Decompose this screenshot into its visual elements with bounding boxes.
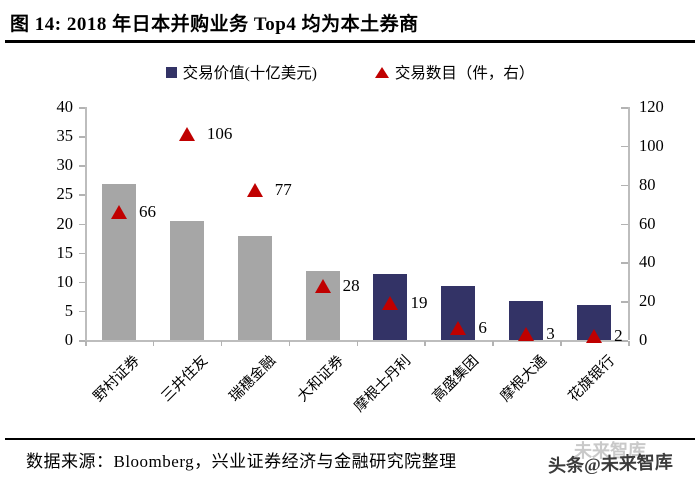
count-label-0: 66 [138, 201, 156, 221]
chart-legend: 交易价值(十亿美元) 交易数目（件，右） [0, 60, 700, 84]
y-axis-left-tick-label: 5 [64, 300, 73, 320]
x-axis-boundary-tick [492, 341, 494, 346]
count-label-3: 28 [342, 275, 360, 295]
y-axis-left-tick-label: 40 [56, 97, 74, 116]
legend-label-deal-count: 交易数目（件，右） [394, 65, 535, 82]
count-label-5: 6 [478, 318, 487, 338]
y-axis-left-line [85, 107, 87, 340]
y-axis-left-tick [79, 194, 85, 196]
y-axis-left-tick-label: 35 [56, 126, 74, 146]
y-axis-left-tick [79, 165, 85, 167]
y-axis-right-tick [621, 145, 628, 148]
figure-title: 图 14: 2018 年日本并购业务 Top4 均为本土券商 [10, 14, 419, 35]
watermark-ghost-text: 未来智库 [574, 441, 646, 461]
x-axis-boundary-tick [152, 341, 155, 346]
bar-series-swatch-icon [165, 66, 177, 78]
triangle-series-swatch-icon [374, 66, 389, 78]
legend-item-deal-count: 交易数目（件，右） [374, 61, 535, 83]
y-axis-right-tick [621, 107, 628, 109]
y-axis-right-tick-label: 120 [639, 97, 664, 116]
y-axis-right-tick [621, 262, 628, 264]
y-axis-left-tick-label: 20 [56, 213, 74, 233]
y-axis-right-tick-label: 0 [639, 330, 648, 349]
y-axis-left-tick-label: 30 [56, 155, 74, 175]
x-axis-boundary-tick [424, 341, 426, 346]
count-marker-7 [586, 329, 603, 344]
y-axis-right-tick-label: 40 [639, 252, 656, 272]
count-marker-1 [178, 127, 195, 142]
count-label-1: 106 [206, 124, 233, 144]
source-note: 数据来源：Bloomberg，兴业证券经济与金融研究院整理 [26, 452, 457, 471]
y-axis-left-tick-label: 25 [56, 184, 74, 204]
watermark: 未来智库 头条@未来智库 [547, 441, 698, 484]
y-axis-right-line [628, 107, 630, 340]
x-axis-line [85, 340, 628, 342]
y-axis-left-tick [79, 136, 85, 138]
count-label-6: 3 [546, 324, 555, 344]
y-axis-right-tick [621, 223, 628, 225]
footer-divider [5, 438, 695, 440]
y-axis-left-tick-label: 10 [56, 271, 74, 291]
x-axis-boundary-tick [85, 341, 87, 346]
x-axis-boundary-tick [288, 341, 291, 346]
y-axis-left-tick [79, 310, 85, 313]
count-marker-2 [246, 183, 263, 198]
y-axis-right-tick-label: 20 [639, 291, 656, 311]
x-axis-boundary-tick [220, 341, 223, 346]
count-marker-3 [314, 278, 331, 293]
y-axis-left-tick [79, 281, 85, 284]
y-axis-left-tick [79, 223, 85, 225]
x-axis-boundary-tick [356, 341, 358, 346]
y-axis-right-tick [621, 184, 628, 187]
count-marker-5 [450, 321, 467, 336]
y-axis-left-tick [79, 107, 85, 109]
bar-2 [237, 236, 272, 340]
y-axis-right-tick-label: 60 [639, 213, 656, 233]
legend-item-deal-value: 交易价值(十亿美元) [165, 61, 317, 83]
count-label-4: 19 [410, 293, 428, 313]
y-axis-right-tick [621, 340, 628, 342]
y-axis-right-tick-label: 80 [639, 174, 656, 194]
count-marker-6 [518, 327, 535, 342]
y-axis-left-tick-label: 0 [64, 330, 73, 349]
y-axis-right-tick-label: 100 [639, 135, 664, 155]
y-axis-left-tick [79, 252, 85, 255]
y-axis-right-tick [621, 301, 628, 303]
watermark-text: 头条@未来智库 [547, 451, 674, 477]
y-axis-left-tick-label: 15 [56, 242, 74, 262]
y-axis-left-tick [79, 340, 85, 342]
bar-1 [169, 220, 204, 340]
legend-label-deal-value: 交易价值(十亿美元) [182, 65, 317, 82]
x-axis-boundary-tick [628, 341, 630, 346]
count-label-2: 77 [274, 180, 292, 200]
title-divider [5, 40, 695, 43]
x-axis-boundary-tick [560, 341, 562, 346]
count-label-7: 2 [614, 326, 623, 346]
count-marker-0 [110, 204, 127, 219]
count-marker-4 [382, 296, 399, 311]
